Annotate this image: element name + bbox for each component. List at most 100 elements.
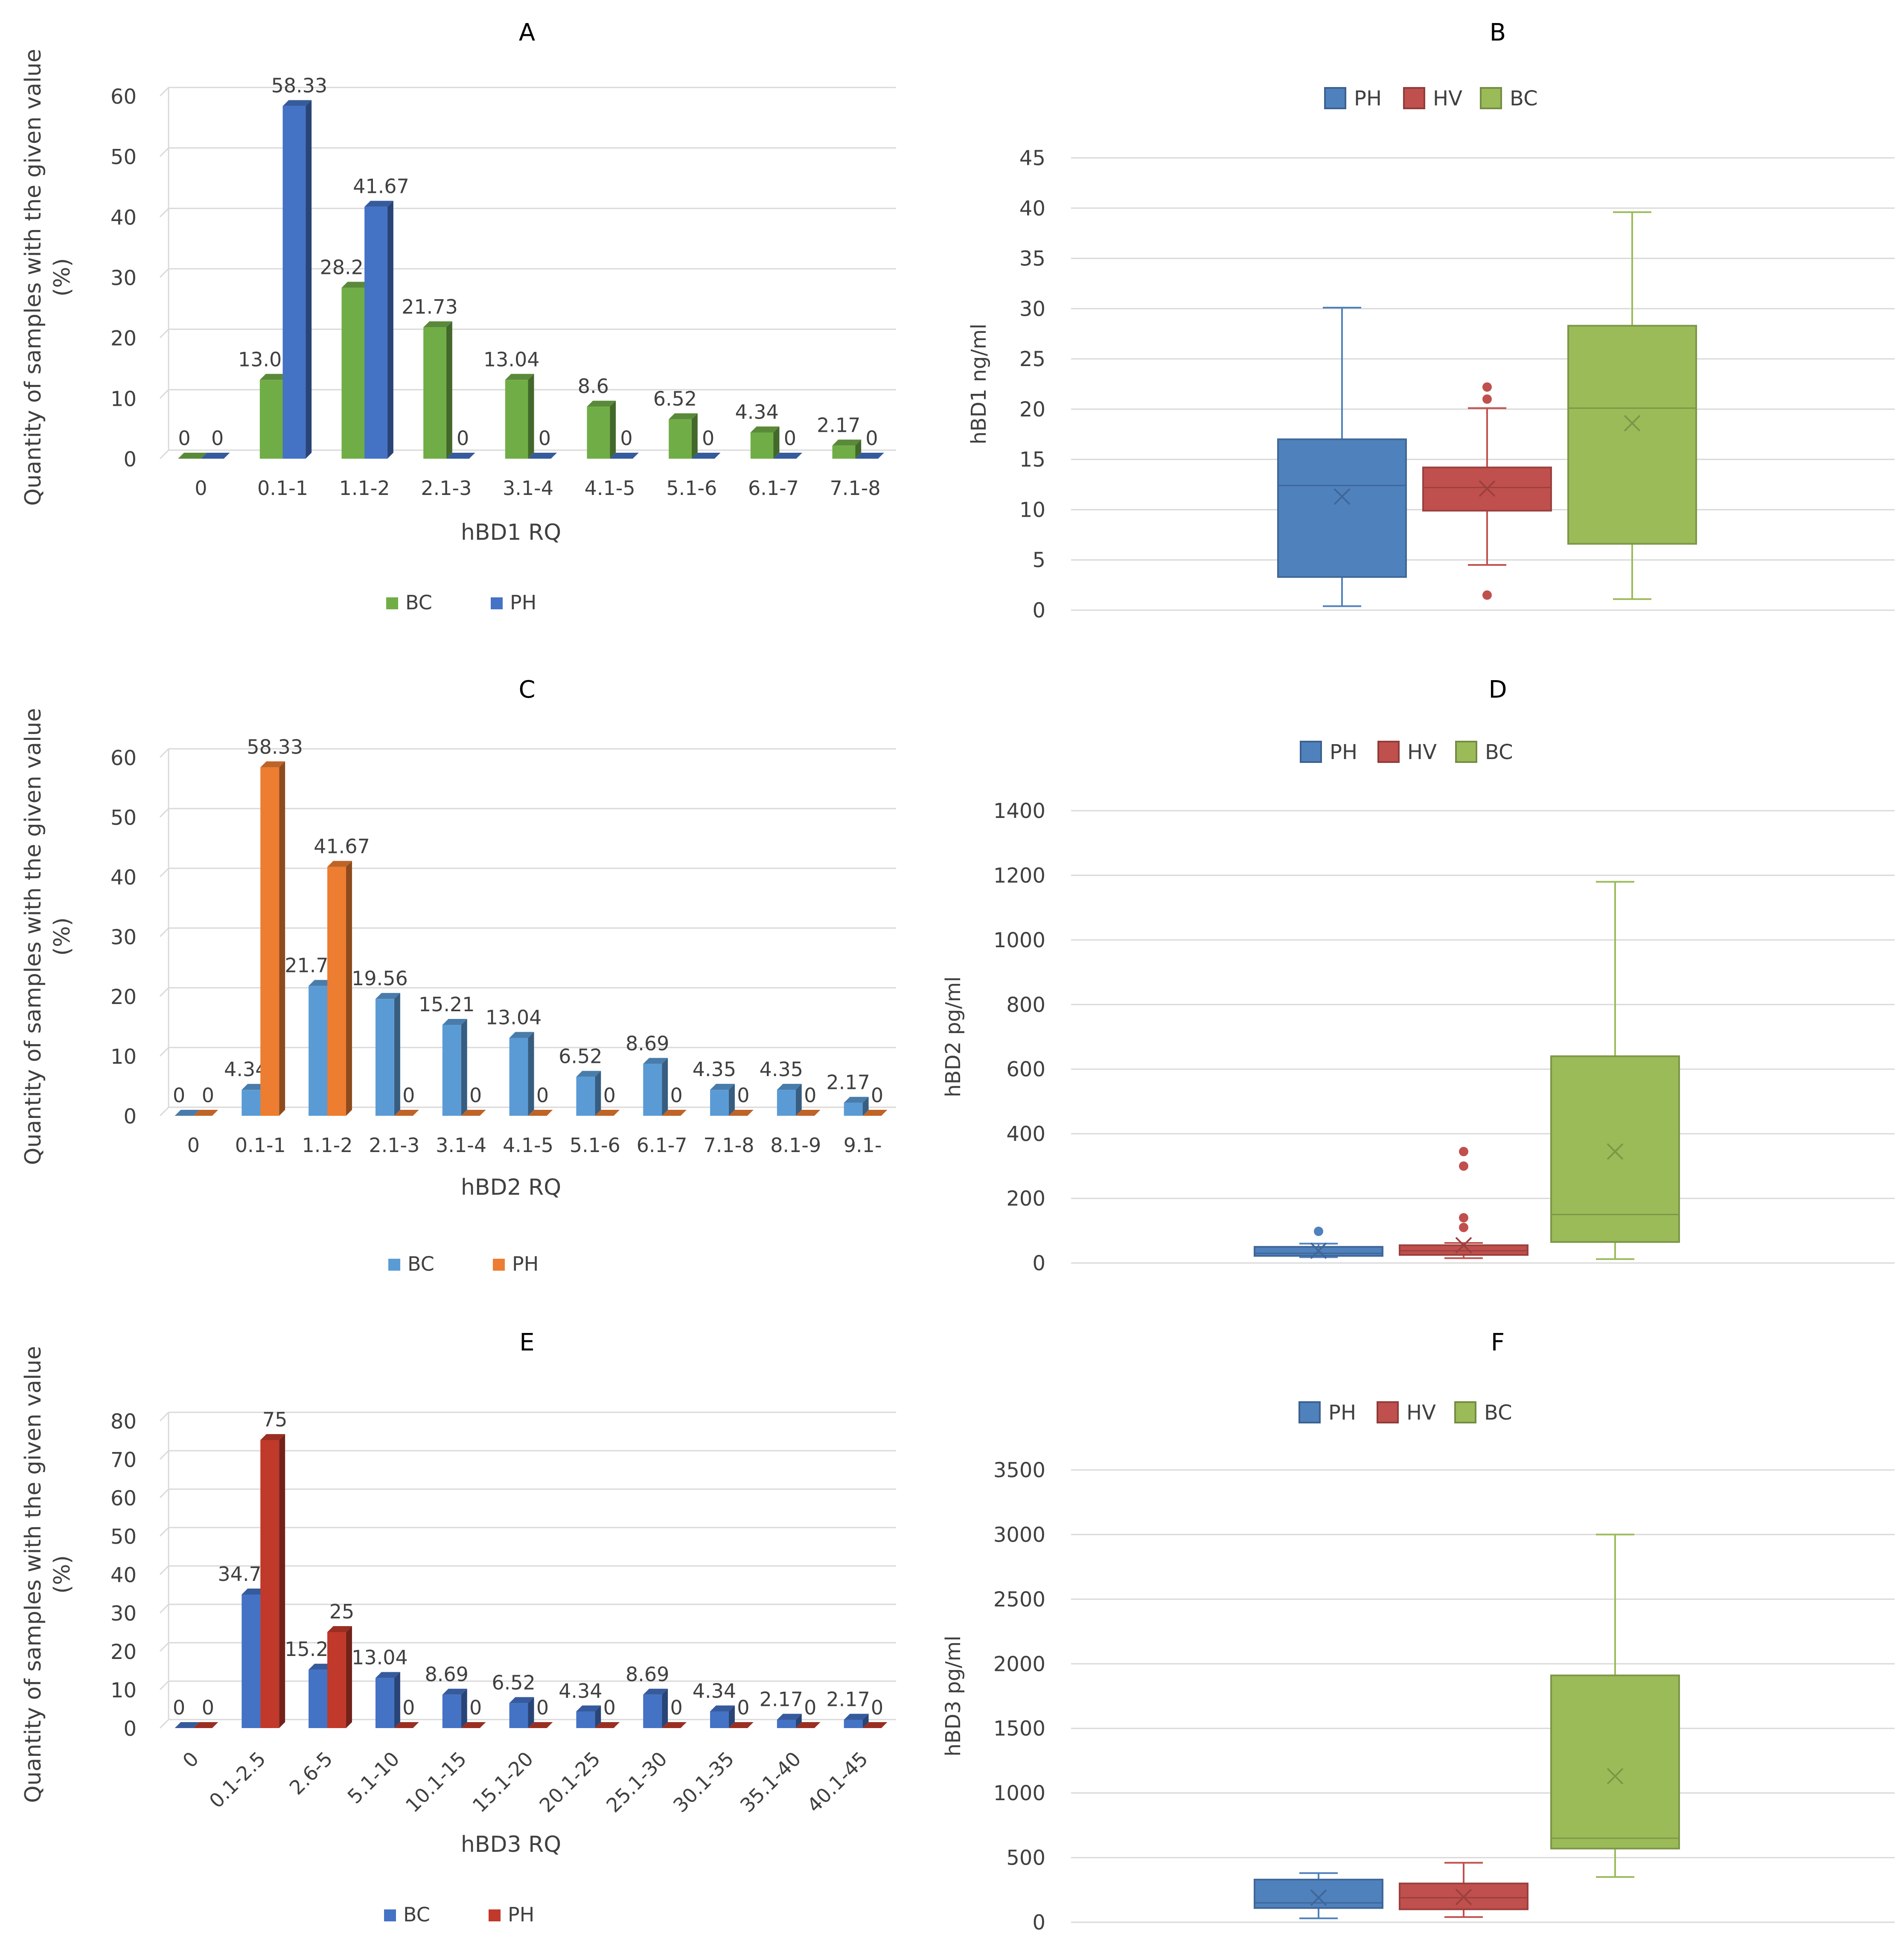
bar-bc [750, 432, 774, 459]
legend-swatch-ph [1300, 741, 1322, 763]
y-tick-label: 50 [111, 806, 137, 830]
x-tick-label: 15.1-20 [468, 1747, 538, 1817]
bar-bc-side [461, 1019, 467, 1116]
bar-ph-side [279, 761, 285, 1116]
bar-bc-top [710, 1084, 735, 1090]
y-tick-label: 40 [111, 1563, 137, 1587]
bar-bc [669, 419, 692, 459]
y-tick-label: 25 [1019, 347, 1045, 371]
bar-bc-top [710, 1705, 735, 1711]
box-ph-mean-marker [1310, 1242, 1327, 1259]
bar-bc-top [505, 374, 534, 380]
bar-bc-side [728, 1084, 735, 1116]
y-tick-label: 3000 [993, 1523, 1045, 1547]
gridline-edge [159, 987, 169, 997]
legend-swatch-bc [388, 1259, 400, 1271]
data-label: 0 [536, 1696, 549, 1719]
data-label: 0 [178, 427, 190, 450]
y-axis-title: Quantity of samples with the given value… [20, 49, 75, 506]
data-label: 8.69 [626, 1032, 669, 1055]
data-label: 0 [702, 427, 714, 450]
bar-bc [242, 1594, 261, 1728]
bar-ph-top [862, 1110, 888, 1116]
chart-title: D [1488, 676, 1507, 704]
x-tick-label: 5.1-6 [570, 1134, 620, 1157]
chart-title: F [1491, 1329, 1505, 1356]
bar-bc [832, 445, 856, 459]
data-label: 4.34 [693, 1679, 736, 1702]
bar-ph-top [773, 453, 803, 459]
bar-bc-top [242, 1588, 267, 1595]
bar-bc-side [795, 1714, 802, 1728]
chart-title: A [519, 19, 535, 47]
y-tick-label: 1400 [993, 799, 1045, 823]
data-label: 4.35 [760, 1058, 803, 1081]
data-label: 6.52 [559, 1045, 602, 1068]
data-label: 0 [603, 1696, 616, 1719]
legend-label-bc: BC [405, 591, 432, 614]
gridline-edge [159, 1450, 169, 1460]
data-label: 6.52 [492, 1671, 535, 1694]
legend-swatch-bc [1454, 1401, 1476, 1423]
legend-label-bc: BC [1510, 87, 1538, 111]
bar-bc-side [855, 439, 862, 459]
bar-bc [309, 1670, 328, 1728]
bar-bc-top [259, 374, 289, 380]
y-tick-label: 500 [1006, 1846, 1045, 1870]
bar-bc-top [309, 1664, 334, 1670]
bar-bc-side [528, 1697, 534, 1728]
data-label: 0 [536, 1084, 549, 1107]
y-tick-label: 20 [111, 985, 137, 1009]
bar-bc-side [446, 321, 452, 459]
x-tick-label: 3.1-4 [436, 1134, 486, 1157]
y-axis-title-line1: Quantity of samples with the given value [20, 708, 46, 1165]
gridline-edge [159, 147, 169, 157]
y-tick-label: 3500 [993, 1458, 1045, 1482]
y-axis-title-line1: Quantity of samples with the given value [20, 1346, 46, 1803]
box-ph [1254, 1879, 1383, 1909]
data-label: 8.6 [578, 375, 609, 398]
data-label: 0 [173, 1696, 185, 1719]
bar-bc-top [175, 1722, 200, 1728]
bar-bc-side [394, 993, 400, 1116]
bar-bc-top [442, 1688, 467, 1695]
bar-bc-top [242, 1084, 267, 1090]
bar-bc [309, 986, 328, 1116]
bar-ph-top [728, 1722, 754, 1728]
x-tick-label: 0.1-1 [257, 477, 308, 500]
bar-bc-top [375, 1672, 400, 1678]
bar-ph-top [394, 1722, 419, 1728]
data-label: 0 [784, 427, 796, 450]
y-axis-title: hBD1 ng/ml [967, 323, 991, 444]
x-tick-label: 35.1-40 [736, 1747, 806, 1817]
gridline-edge [159, 748, 169, 758]
data-label: 0 [402, 1084, 415, 1107]
bar-ph-top [795, 1110, 821, 1116]
x-tick-label: 6.1-7 [637, 1134, 687, 1157]
legend-label-bc: BC [408, 1252, 434, 1275]
data-label: 19.56 [352, 967, 408, 990]
y-tick-label: 10 [111, 1679, 137, 1702]
y-tick-label: 0 [1032, 1911, 1045, 1935]
legend-label-bc: BC [1485, 740, 1513, 764]
bar-bc [777, 1090, 796, 1116]
gridline-edge [159, 1411, 169, 1422]
data-label: 0 [804, 1696, 816, 1719]
bar-bc [375, 999, 394, 1116]
x-tick-label: 0.1-2.5 [205, 1747, 270, 1813]
bar-ph-top [461, 1110, 486, 1116]
bar-bc-top [750, 426, 780, 433]
data-label: 41.67 [314, 835, 370, 858]
bar-ph-top [855, 453, 884, 459]
bar-bc [423, 327, 446, 459]
chart-title: B [1490, 19, 1506, 47]
bar-bc-top [832, 439, 862, 446]
bar-ph-top [595, 1110, 620, 1116]
bar-ph [327, 867, 346, 1116]
y-tick-label: 200 [1006, 1187, 1045, 1211]
data-label: 13.04 [483, 348, 540, 371]
y-tick-label: 40 [111, 206, 137, 230]
x-tick-label: 2.1-3 [421, 477, 472, 500]
bar-ph-top [795, 1722, 821, 1728]
